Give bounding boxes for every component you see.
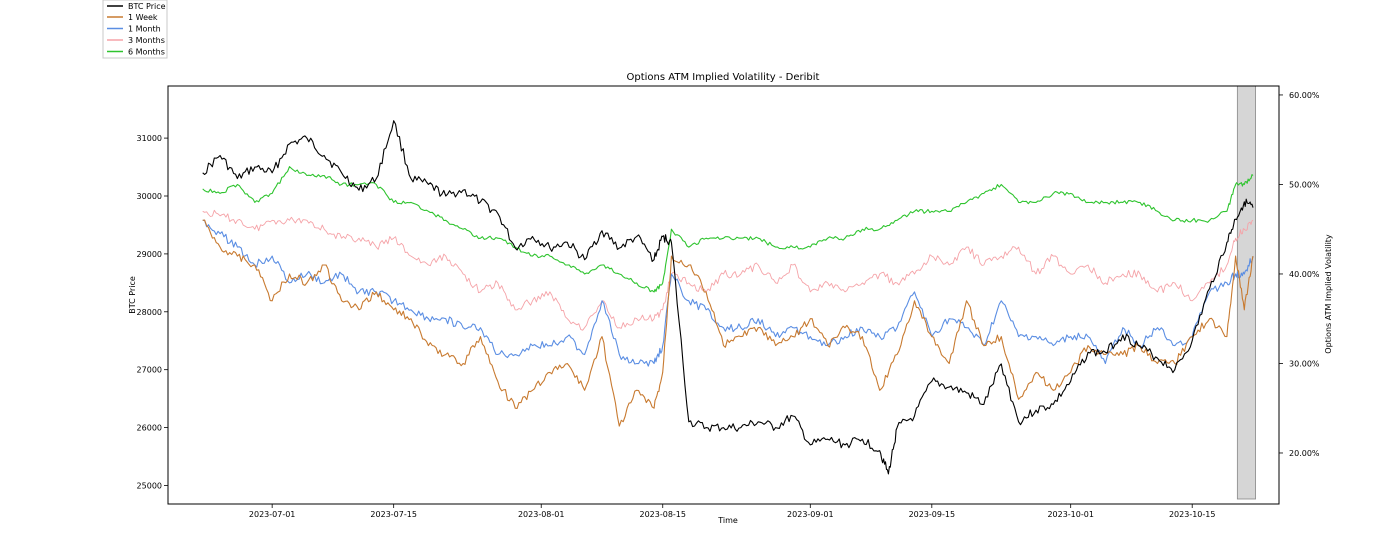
x-tick-label: 2023-10-01	[1047, 510, 1094, 519]
y-left-tick-label: 27000	[137, 366, 162, 375]
y-left-axis-label: BTC Price	[128, 276, 137, 314]
x-tick-label: 2023-07-01	[249, 510, 296, 519]
y-left-tick-label: 30000	[137, 192, 162, 201]
legend-label-1w: 1 Week	[128, 13, 158, 22]
y-right-tick-label: 60.00%	[1289, 91, 1320, 100]
y-right-tick-label: 40.00%	[1289, 270, 1320, 279]
legend-label-1m: 1 Month	[128, 25, 161, 34]
y-left-tick-label: 28000	[137, 308, 162, 317]
y-left-tick-label: 31000	[137, 134, 162, 143]
highlight-span	[1236, 85, 1256, 500]
series-line-1-week	[202, 219, 1254, 427]
x-tick-label: 2023-09-01	[787, 510, 834, 519]
series-line-3-months	[202, 209, 1254, 331]
y-right-axis-label: Options ATM Implied Volatility	[1324, 234, 1333, 354]
x-axis-label: Time	[717, 516, 738, 525]
x-tick-label: 2023-07-15	[370, 510, 417, 519]
plot-area	[202, 85, 1256, 500]
x-tick-label: 2023-10-15	[1169, 510, 1216, 519]
series-line-1-month	[202, 219, 1254, 367]
legend-label-btc: BTC Price	[128, 2, 166, 11]
plot-frame	[167, 85, 1280, 505]
legend-label-6m: 6 Months	[128, 48, 165, 57]
x-tick-label: 2023-09-15	[909, 510, 956, 519]
legend-label-3m: 3 Months	[128, 36, 165, 45]
x-tick-label: 2023-08-15	[639, 510, 686, 519]
y-right-tick-label: 30.00%	[1289, 359, 1320, 368]
y-right-tick-label: 50.00%	[1289, 180, 1320, 189]
chart-title: Options ATM Implied Volatility - Deribit	[627, 72, 820, 83]
y-left-tick-label: 29000	[137, 250, 162, 259]
series-line-6-months	[202, 166, 1254, 293]
series-line-btc-price	[202, 120, 1254, 475]
legend: BTC Price 1 Week 1 Month 3 Months 6 Mont…	[102, 0, 168, 59]
y-left-tick-label: 26000	[137, 424, 162, 433]
y-left-tick-label: 25000	[137, 481, 162, 490]
y-right-tick-label: 20.00%	[1289, 449, 1320, 458]
x-tick-label: 2023-08-01	[518, 510, 565, 519]
